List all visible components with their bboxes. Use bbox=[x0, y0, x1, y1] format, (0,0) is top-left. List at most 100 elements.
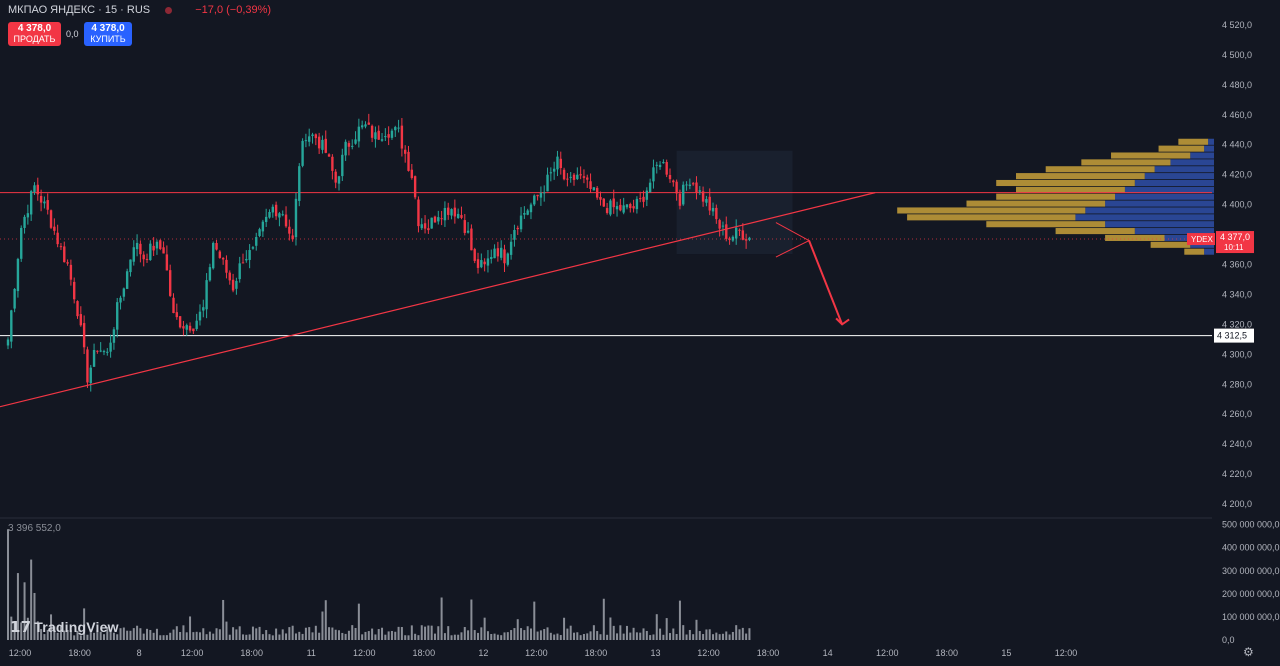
candle-body bbox=[6, 339, 10, 346]
volume-bar bbox=[387, 631, 390, 640]
price-tick-label: 4 400,0 bbox=[1222, 200, 1252, 210]
volume-bar bbox=[543, 628, 546, 640]
current-price-badge bbox=[1216, 231, 1254, 254]
candle-body bbox=[347, 143, 351, 147]
profile-row-up bbox=[1134, 179, 1214, 187]
volume-bar bbox=[242, 634, 245, 640]
candle-body bbox=[658, 164, 662, 168]
volume-bar bbox=[50, 614, 53, 640]
volume-bar bbox=[702, 634, 705, 640]
volume-bar bbox=[728, 634, 731, 640]
candle-body bbox=[205, 280, 208, 310]
volume-bar bbox=[248, 634, 251, 640]
candle-body bbox=[255, 237, 258, 246]
price-tick-label: 4 220,0 bbox=[1222, 469, 1252, 479]
profile-row-down bbox=[1158, 145, 1205, 152]
volume-bar bbox=[672, 628, 675, 640]
volume-bar bbox=[251, 626, 254, 640]
candle-body bbox=[549, 172, 553, 174]
volume-bar bbox=[212, 633, 215, 640]
candle-body bbox=[63, 246, 66, 263]
candle-body bbox=[685, 184, 688, 186]
profile-row-up bbox=[1144, 173, 1214, 180]
price-tick-label: 4 280,0 bbox=[1222, 379, 1252, 389]
volume-bar bbox=[586, 633, 589, 640]
volume-bar bbox=[321, 611, 324, 640]
gear-icon[interactable]: ⚙ bbox=[1243, 645, 1254, 659]
volume-bar bbox=[725, 631, 728, 640]
candle-body bbox=[576, 174, 579, 180]
buy-label: КУПИТЬ bbox=[90, 34, 126, 44]
candle-body bbox=[76, 301, 79, 317]
candle-body bbox=[281, 214, 284, 216]
volume-bar bbox=[99, 631, 102, 640]
volume-bar bbox=[390, 630, 393, 640]
volume-bar bbox=[457, 634, 460, 640]
candle-body bbox=[218, 251, 222, 258]
volume-bar bbox=[669, 633, 671, 640]
candle-body bbox=[466, 230, 470, 233]
candle-body bbox=[632, 206, 635, 209]
candle-body bbox=[480, 260, 483, 268]
candle-body bbox=[725, 224, 728, 239]
candle-body bbox=[29, 191, 33, 215]
candle-body bbox=[165, 254, 169, 271]
candle-body bbox=[96, 350, 99, 352]
candle-body bbox=[288, 226, 291, 234]
candle-body bbox=[245, 258, 248, 261]
buy-button[interactable]: 4 378,0 КУПИТЬ bbox=[84, 22, 132, 46]
candle-body bbox=[625, 204, 629, 208]
volume-bar bbox=[275, 628, 278, 640]
profile-row-down bbox=[996, 179, 1135, 187]
ticker-text: YDEX bbox=[1191, 235, 1213, 244]
volume-bar bbox=[235, 629, 238, 640]
candle-body bbox=[377, 130, 380, 140]
sell-button[interactable]: 4 378,0 ПРОДАТЬ bbox=[8, 22, 61, 46]
candle-body bbox=[374, 132, 377, 140]
profile-row-down bbox=[1178, 138, 1209, 145]
volume-bar bbox=[546, 627, 549, 640]
volume-bar bbox=[695, 619, 698, 640]
volume-bar bbox=[371, 628, 374, 640]
tradingview-logo[interactable]: 𝟭𝟳 TradingView bbox=[10, 618, 119, 636]
volume-bar bbox=[582, 633, 585, 640]
volume-bar bbox=[589, 631, 592, 640]
candle-body bbox=[49, 210, 53, 228]
candle-body bbox=[188, 325, 192, 331]
volume-bar bbox=[447, 626, 450, 640]
candle-body bbox=[321, 139, 324, 150]
candle-body bbox=[59, 246, 63, 248]
candle-body bbox=[701, 191, 705, 202]
volume-bar bbox=[486, 631, 489, 640]
volume-bar bbox=[126, 630, 129, 640]
selection-box bbox=[676, 150, 793, 255]
volume-bar bbox=[377, 629, 380, 640]
candle-body bbox=[476, 259, 480, 268]
volume-bar bbox=[364, 631, 367, 640]
volume-bar bbox=[678, 600, 681, 640]
candle-body bbox=[433, 216, 437, 223]
profile-row-up bbox=[1190, 152, 1214, 159]
market-status-icon bbox=[165, 6, 173, 14]
candle-body bbox=[264, 216, 268, 222]
candle-body bbox=[56, 232, 59, 245]
candle-body bbox=[460, 215, 463, 218]
candle-body bbox=[159, 240, 162, 249]
volume-bar bbox=[404, 635, 407, 640]
candle-body bbox=[639, 198, 642, 200]
profile-row-up bbox=[1115, 193, 1214, 200]
candle-body bbox=[589, 181, 592, 189]
volume-bar bbox=[563, 617, 566, 640]
volume-bar bbox=[258, 626, 261, 640]
volume-bar bbox=[526, 626, 529, 640]
profile-row-up bbox=[1134, 228, 1214, 235]
volume-bar bbox=[622, 633, 625, 640]
candle-body bbox=[39, 196, 43, 203]
volume-bar bbox=[599, 634, 602, 640]
volume-bar bbox=[314, 625, 317, 640]
volume-bar bbox=[357, 603, 360, 640]
volume-bar bbox=[195, 631, 198, 640]
volume-bar bbox=[649, 635, 652, 640]
profile-row-up bbox=[1208, 138, 1214, 145]
